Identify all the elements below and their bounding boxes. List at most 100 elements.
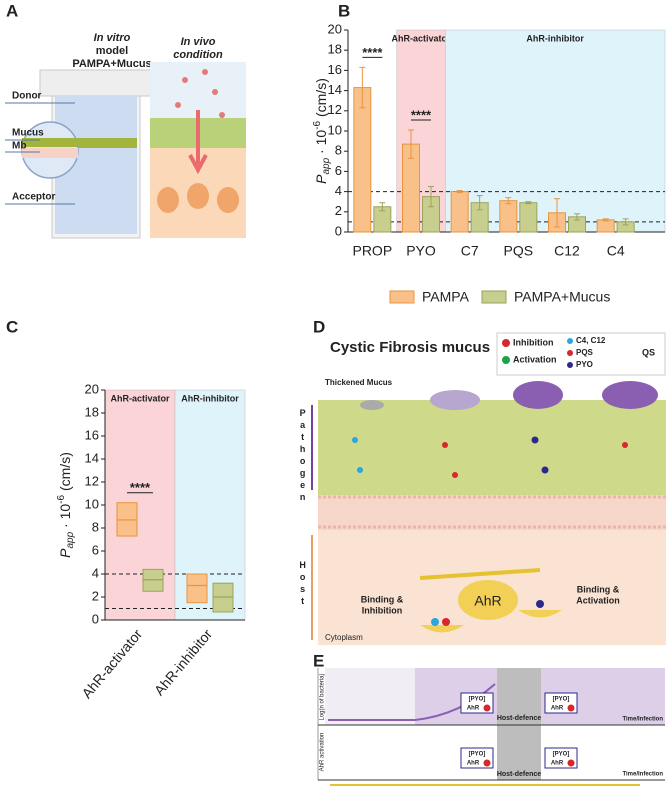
axis-label: Log(n of bacteria) [320, 673, 326, 720]
strip-light [325, 668, 415, 725]
y-axis-label: Papp · 10-6 (cm/s) [312, 78, 332, 184]
label: Host-defence [497, 715, 541, 722]
membrane [318, 495, 666, 530]
y-tick-label: 14 [85, 450, 99, 465]
dot [442, 442, 448, 448]
y-axis-label-part: (cm/s) [313, 78, 329, 121]
legend-label: Activation [513, 354, 557, 364]
region-label: AhR-inhibitor [526, 33, 584, 43]
label: Cytoplasm [325, 633, 363, 642]
panel-label: B [338, 1, 350, 20]
y-axis-label-part: P [313, 174, 329, 184]
y-axis-label: Papp · 10-6 (cm/s) [56, 452, 76, 558]
bar [499, 200, 518, 233]
dot [431, 618, 439, 626]
region [104, 389, 176, 621]
bacteria [360, 400, 384, 410]
y-tick-label: 18 [328, 42, 342, 57]
title: Cystic Fibrosis mucus [330, 339, 490, 356]
significance-label: **** [411, 107, 432, 122]
label: AhR [467, 761, 480, 767]
axis-label: AhR activation [320, 733, 326, 772]
label: AhR [474, 593, 501, 609]
icon [567, 759, 575, 767]
legend-box [496, 332, 666, 376]
label: [PYO] [469, 697, 486, 703]
x-tick-label: AhR-activator [78, 626, 145, 702]
label: Thickened Mucus [325, 378, 393, 387]
bar [519, 202, 538, 233]
y-axis-label-part: app [321, 157, 332, 174]
bacteria [513, 381, 563, 409]
label: Time/Infection [622, 717, 663, 723]
region-label: AhR-inhibitor [181, 393, 239, 403]
label: Acceptor [12, 192, 55, 203]
y-tick-label: 16 [328, 62, 342, 77]
y-axis-label-part: · 10 [57, 504, 73, 532]
label: Mucus [12, 128, 44, 139]
x-tick-label: C4 [607, 243, 625, 259]
y-tick-label: 0 [335, 223, 342, 238]
dot [219, 112, 225, 118]
dot [182, 77, 188, 83]
label: AhR [467, 706, 480, 712]
legend-label: QS [642, 347, 655, 357]
label: Binding & [361, 594, 404, 604]
significance-label: **** [362, 45, 383, 60]
label: Binding & [577, 584, 620, 594]
arrow [188, 110, 208, 175]
dot [452, 472, 458, 478]
x-tick-label: C7 [461, 243, 479, 259]
pan [420, 625, 464, 633]
legend-icon [567, 362, 573, 368]
host-defence-band [497, 668, 541, 780]
legend-icon [567, 338, 573, 344]
region [174, 389, 246, 621]
title: condition [173, 49, 223, 61]
label: Time/Infection [622, 772, 663, 778]
title: PAMPA+Mucus [72, 58, 151, 70]
legend-label: Inhibition [513, 337, 554, 347]
y-tick-label: 4 [335, 183, 342, 198]
title: In vitro [94, 32, 131, 44]
y-tick-label: 2 [92, 588, 99, 603]
pan [518, 610, 562, 618]
panel-label: C [6, 317, 18, 336]
region-label: AhR-activator [110, 393, 170, 403]
y-tick-label: 20 [85, 381, 99, 396]
bacteria [602, 381, 658, 409]
nucleus [217, 187, 239, 213]
mucus-layer [55, 138, 137, 148]
y-axis-label-part: (cm/s) [57, 452, 73, 495]
box [186, 573, 208, 604]
y-tick-label: 16 [85, 427, 99, 442]
nucleus [157, 187, 179, 213]
nucleus [187, 183, 209, 209]
legend-swatch [389, 290, 415, 304]
icon [567, 704, 575, 712]
balance-beam [419, 568, 541, 580]
icon [483, 759, 491, 767]
chart: AhR-activator AhR-inhibitor02468101214161… [56, 381, 246, 702]
legend-label: PAMPA [422, 289, 470, 305]
y-axis-label-part: · 10 [313, 130, 329, 158]
panel-a: Donor Mucus Mb Acceptor In vitro model P… [5, 32, 246, 239]
label: Inhibition [362, 605, 403, 615]
y-axis-label-part: P [57, 548, 73, 558]
dot [212, 89, 218, 95]
panel-label: D [313, 317, 325, 336]
dot [175, 102, 181, 108]
dot [531, 436, 539, 444]
dot [352, 437, 358, 443]
x-tick-label: PROP [352, 243, 392, 259]
y-tick-label: 0 [92, 611, 99, 626]
y-tick-label: 6 [92, 542, 99, 557]
legend-icon [567, 350, 573, 356]
legend-label: PAMPA+Mucus [514, 289, 610, 305]
y-tick-label: 6 [335, 163, 342, 178]
legend-label: C4, C12 [576, 336, 606, 345]
bar [596, 219, 615, 233]
label: AhR [551, 706, 564, 712]
y-tick-label: 2 [335, 203, 342, 218]
legend-swatch [481, 290, 507, 304]
